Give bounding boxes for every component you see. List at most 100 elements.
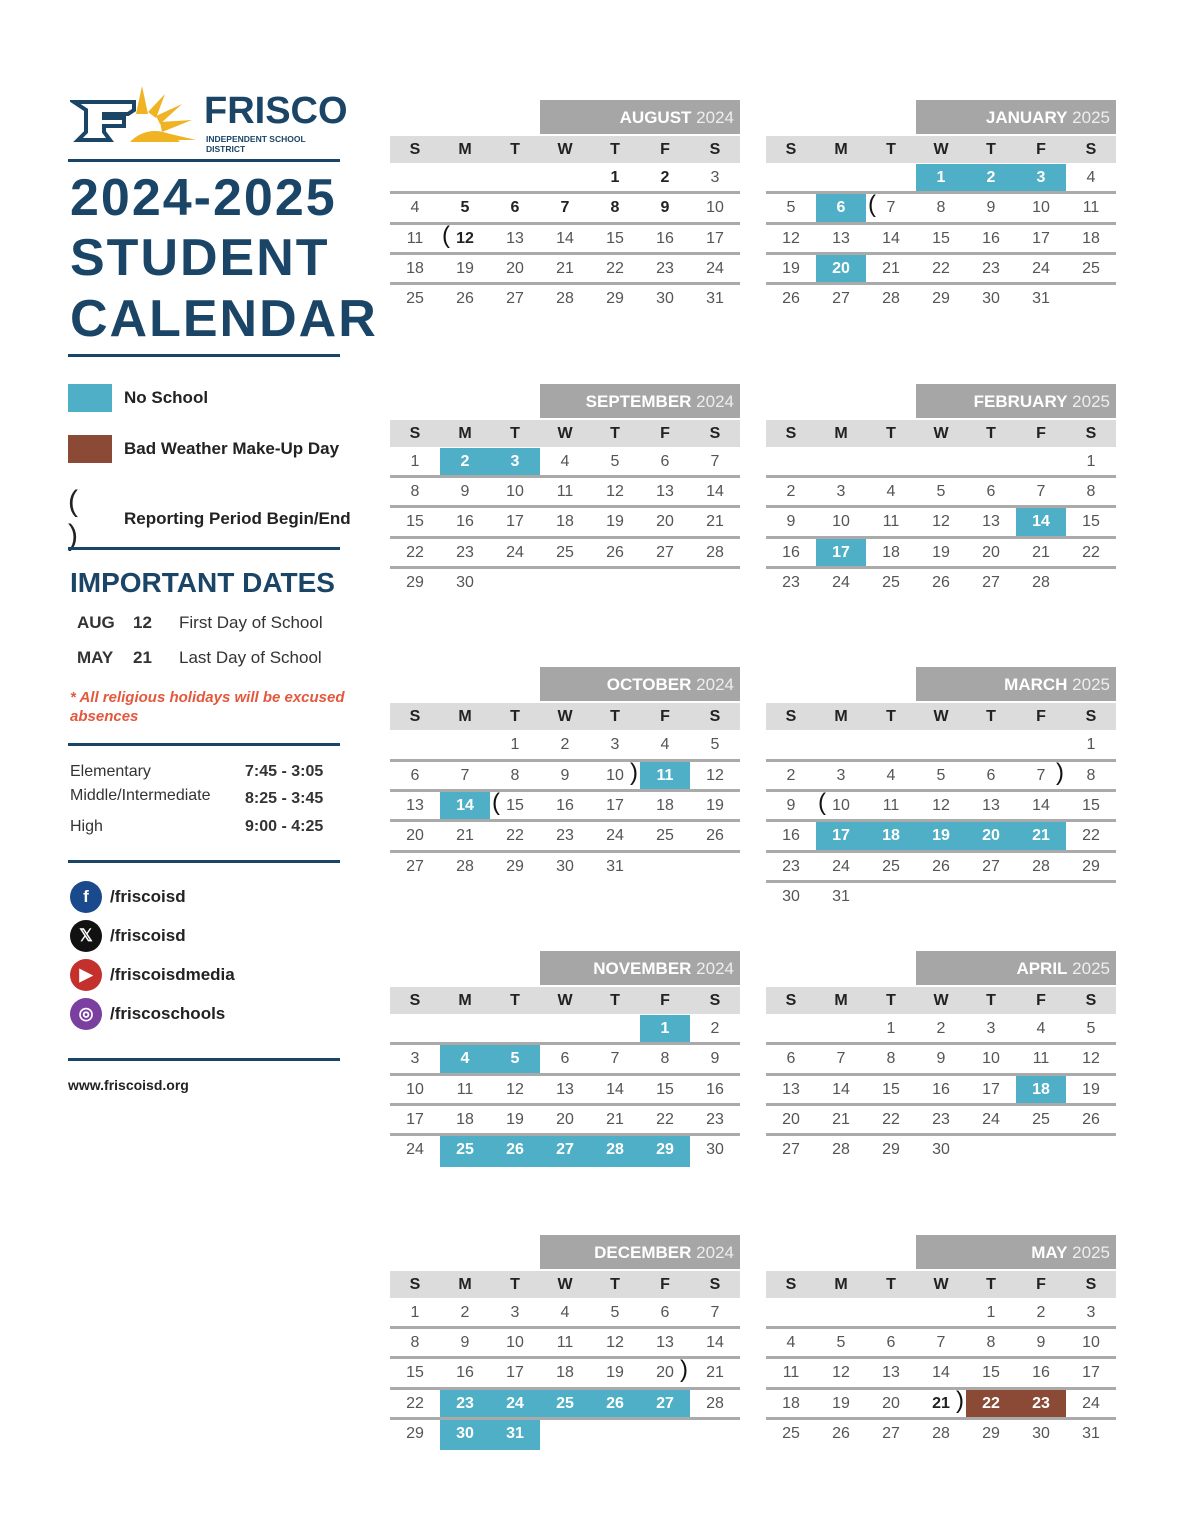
week-row: 17 18 19 20 21 22 23 xyxy=(390,1106,740,1137)
day-number: 25 xyxy=(406,290,424,308)
day-cell: 19 xyxy=(690,792,740,819)
time-row-elementary: Elementary 7:45 - 3:05 xyxy=(70,763,335,781)
month-header: OCTOBER 2024 xyxy=(540,667,740,702)
day-number: 23 xyxy=(782,573,800,591)
day-cell: 9 xyxy=(766,508,816,535)
day-number: 9 xyxy=(786,513,796,531)
day-cell: 2 xyxy=(766,762,816,789)
day-number: 30 xyxy=(982,290,1000,308)
day-number: 12 xyxy=(782,229,800,247)
day-number: 13 xyxy=(982,796,1000,814)
day-number: 9 xyxy=(1036,1334,1046,1352)
day-cell: 17 xyxy=(966,1076,1016,1103)
day-cell: 15 xyxy=(590,225,640,252)
day-number: 29 xyxy=(406,573,424,591)
weekday-label: S xyxy=(785,708,797,726)
day-number: 24 xyxy=(1032,259,1050,277)
logo-emblem-icon xyxy=(70,86,196,142)
legend-no-school: No School xyxy=(68,384,208,412)
day-cell: 24 xyxy=(690,255,740,282)
day-number: 27 xyxy=(832,290,850,308)
day-cell: 6 xyxy=(866,1329,916,1356)
month-name: AUGUST xyxy=(619,108,692,127)
day-number: 8 xyxy=(660,1050,670,1068)
week-row: 1 2 3 xyxy=(390,164,740,195)
week-row: 6 7 8 9 10 11 12 xyxy=(766,1045,1116,1076)
day-cell: 20 xyxy=(766,1106,816,1133)
day-number: 3 xyxy=(836,766,846,784)
day-number: 6 xyxy=(886,1334,896,1352)
day-number: 19 xyxy=(506,1110,524,1128)
day-cell: 9 xyxy=(690,1045,740,1072)
day-cell: 16 xyxy=(540,792,590,819)
day-number: 14 xyxy=(606,1080,624,1098)
weekday-label: S xyxy=(1085,1275,1097,1293)
day-cell: 13 xyxy=(540,1076,590,1103)
day-number: 12 xyxy=(932,513,950,531)
empty-cell xyxy=(816,448,866,475)
weekday-label: T xyxy=(510,141,520,158)
day-number: 10 xyxy=(606,766,624,784)
week-row: 6 7 8 9) 10 11 12 xyxy=(390,759,740,792)
day-cell: 29 xyxy=(590,285,640,315)
social-link[interactable]: 𝕏/friscoisd xyxy=(70,920,186,952)
day-number: 21 xyxy=(606,1110,624,1128)
weekday-label: S xyxy=(409,424,421,442)
weekday-label: S xyxy=(409,992,421,1010)
day-number: 30 xyxy=(1032,1424,1050,1442)
website-link[interactable]: www.friscoisd.org xyxy=(68,1077,189,1093)
month-calendar: MAY 2025 S M T W T F S 1 2 3 4 5 6 7 8 9 10 11 12 13 14 15 16 17… xyxy=(766,1234,1116,1515)
day-number: 5 xyxy=(610,452,620,470)
day-cell: 5 xyxy=(916,478,966,505)
day-cell: 22 xyxy=(966,1389,1016,1417)
social-link[interactable]: ▶ /friscoisdmedia xyxy=(70,959,235,991)
day-cell: 9 xyxy=(916,1045,966,1072)
day-cell: 19 xyxy=(590,1359,640,1386)
social-link[interactable]: f/friscoisd xyxy=(70,881,186,913)
period-begin-bracket: ( xyxy=(492,788,500,816)
day-number: 17 xyxy=(506,513,524,531)
weekday-label: T xyxy=(610,992,620,1010)
week-row: 13 14 15 16 17 18 19 xyxy=(766,1075,1116,1106)
weekday-label: S xyxy=(1085,424,1097,442)
month-name: FEBRUARY xyxy=(973,391,1068,411)
day-cell: 28 xyxy=(690,1390,740,1417)
divider xyxy=(68,743,340,746)
day-cell: 31 xyxy=(490,1419,540,1451)
day-number: 19 xyxy=(832,1394,850,1412)
school-level: Middle/Intermediate xyxy=(70,787,211,804)
day-cell: 10 xyxy=(390,1076,440,1103)
day-number: 3 xyxy=(510,452,520,470)
empty-cell xyxy=(766,1015,816,1042)
day-cell: 11 xyxy=(866,792,916,819)
day-cell: 10 xyxy=(690,194,740,221)
empty-cell xyxy=(766,731,816,758)
day-number: 30 xyxy=(456,1424,474,1442)
day-number: 1 xyxy=(886,1020,896,1038)
day-cell: 16 xyxy=(916,1076,966,1103)
day-number: 24 xyxy=(832,857,850,875)
day-number: 5 xyxy=(510,1050,520,1068)
day-number: 6 xyxy=(986,482,996,500)
day-number: 21 xyxy=(706,513,724,531)
day-number: 21 xyxy=(932,1394,950,1412)
day-cell: 25 xyxy=(540,1389,590,1417)
date-label: First Day of School xyxy=(179,613,323,632)
day-cell: 28 xyxy=(866,285,916,315)
day-cell: 20 xyxy=(966,822,1016,850)
day-cell: 17 xyxy=(690,225,740,252)
title-calendar: CALENDAR xyxy=(70,290,378,348)
day-number: 27 xyxy=(656,1394,674,1412)
day-cell: 18 xyxy=(540,1359,590,1386)
social-link[interactable]: ◎ /friscoschools xyxy=(70,998,225,1030)
weekday-label: W xyxy=(557,1275,573,1293)
day-number: 27 xyxy=(656,543,674,561)
day-number: 28 xyxy=(706,543,724,561)
day-number: 12 xyxy=(606,1334,624,1352)
day-cell: 21 xyxy=(1016,822,1066,850)
weekday-label: W xyxy=(933,992,949,1010)
day-cell: 19 xyxy=(816,1390,866,1417)
day-number: 17 xyxy=(1082,1364,1100,1382)
day-cell: 5 xyxy=(440,194,490,221)
